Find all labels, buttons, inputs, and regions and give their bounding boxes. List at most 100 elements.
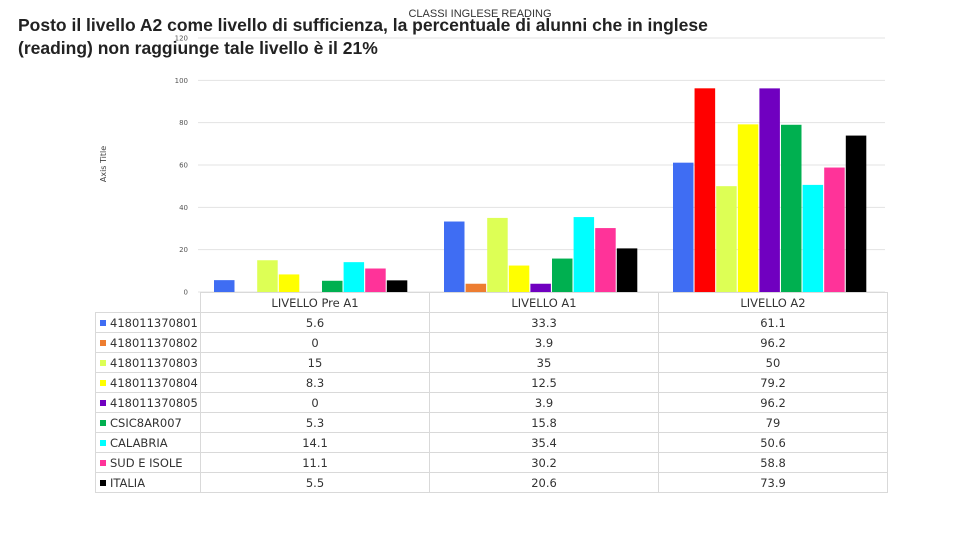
legend-label: 418011370805 — [110, 395, 198, 410]
bar-italia-2 — [845, 135, 867, 292]
bar-418011370801-1 — [444, 221, 465, 292]
table-row: ITALIA 5.5 20.6 73.9 — [95, 472, 888, 493]
bar-418011370803-0 — [257, 260, 278, 292]
legend-key-swatch — [100, 480, 106, 486]
table-row: 418011370804 8.3 12.5 79.2 — [95, 372, 888, 393]
y-tick-label: 120 — [175, 35, 188, 43]
y-tick-label: 100 — [175, 77, 188, 85]
table-row: 418011370802 0 3.9 96.2 — [95, 332, 888, 353]
table-cell: 5.3 — [200, 412, 430, 433]
legend-label: CSIC8AR007 — [110, 415, 182, 430]
bar-418011370803-1 — [487, 217, 508, 292]
legend-key-swatch — [100, 400, 106, 406]
y-axis-title: Axis Title — [99, 146, 108, 182]
bar-418011370803-2 — [716, 186, 737, 292]
legend-label: 418011370804 — [110, 375, 198, 390]
table-cell: 5.5 — [200, 472, 430, 493]
table-cell: 30.2 — [429, 452, 659, 473]
bar-csic8ar007-0 — [322, 280, 343, 292]
bar-418011370801-0 — [214, 280, 235, 292]
bar-overlay-red — [694, 88, 716, 292]
bar-csic8ar007-2 — [781, 124, 802, 293]
table-cell: 12.5 — [429, 372, 659, 393]
table-row: SUD E ISOLE 11.1 30.2 58.8 — [95, 452, 888, 473]
table-cell: 14.1 — [200, 432, 430, 453]
table-row: 418011370805 0 3.9 96.2 — [95, 392, 888, 413]
legend-entry: 418011370803 — [95, 352, 201, 373]
table-cell: 0 — [200, 392, 430, 413]
category-header: LIVELLO A1 — [429, 292, 659, 313]
legend-entry: CALABRIA — [95, 432, 201, 453]
bar-italia-0 — [386, 280, 408, 292]
table-row: 418011370803 15 35 50 — [95, 352, 888, 373]
legend-label: 418011370803 — [110, 355, 198, 370]
table-cell: 8.3 — [200, 372, 430, 393]
category-header: LIVELLO A2 — [658, 292, 888, 313]
table-cell: 20.6 — [429, 472, 659, 493]
table-cell: 11.1 — [200, 452, 430, 473]
bar-sud-e-isole-0 — [365, 268, 386, 292]
bar-418011370801-2 — [673, 162, 694, 292]
legend-key-swatch — [100, 340, 106, 346]
table-cell: 58.8 — [658, 452, 888, 473]
table-cell: 0 — [200, 332, 430, 353]
category-header: LIVELLO Pre A1 — [200, 292, 430, 313]
legend-entry: 418011370805 — [95, 392, 201, 413]
legend-label: 418011370802 — [110, 335, 198, 350]
slide-title: Posto il livello A2 come livello di suff… — [18, 15, 708, 58]
legend-label: ITALIA — [110, 475, 146, 490]
table-cell: 35 — [429, 352, 659, 373]
table-row: 418011370801 5.6 33.3 61.1 — [95, 312, 888, 333]
legend-key-swatch — [100, 460, 106, 466]
data-table: LIVELLO Pre A1 LIVELLO A1 LIVELLO A2 418… — [95, 292, 888, 493]
bar-calabria-2 — [802, 184, 824, 292]
table-row: CSIC8AR007 5.3 15.8 79 — [95, 412, 888, 433]
table-cell: 3.9 — [429, 332, 659, 353]
bar-418011370805-1 — [530, 283, 551, 292]
bar-sud-e-isole-1 — [595, 228, 616, 292]
legend-key-swatch — [100, 420, 106, 426]
bar-calabria-1 — [573, 217, 595, 292]
bar-sud-e-isole-2 — [824, 167, 845, 292]
bars — [214, 88, 867, 293]
table-cell: 50.6 — [658, 432, 888, 453]
legend-entry: 418011370802 — [95, 332, 201, 353]
table-cell: 35.4 — [429, 432, 659, 453]
bar-418011370804-2 — [737, 124, 759, 292]
bar-calabria-0 — [343, 262, 365, 292]
table-row: CALABRIA 14.1 35.4 50.6 — [95, 432, 888, 453]
bar-418011370802-1 — [465, 283, 487, 292]
table-cell: 79 — [658, 412, 888, 433]
bar-italia-1 — [616, 248, 638, 292]
table-cell: 50 — [658, 352, 888, 373]
bar-418011370805-2 — [759, 88, 780, 292]
table-cell: 15.8 — [429, 412, 659, 433]
legend-label: CALABRIA — [110, 435, 168, 450]
legend-entry: 418011370804 — [95, 372, 201, 393]
table-cell: 33.3 — [429, 312, 659, 333]
table-cell: 96.2 — [658, 392, 888, 413]
legend-key-swatch — [100, 440, 106, 446]
bar-418011370804-1 — [508, 265, 530, 292]
legend-key-swatch — [100, 380, 106, 386]
table-corner — [95, 292, 201, 313]
y-tick-label: 60 — [179, 162, 188, 170]
table-cell: 96.2 — [658, 332, 888, 353]
table-cell: 15 — [200, 352, 430, 373]
legend-key-swatch — [100, 320, 106, 326]
table-cell: 79.2 — [658, 372, 888, 393]
y-tick-label: 80 — [179, 119, 188, 127]
bar-418011370804-0 — [278, 274, 300, 292]
y-tick-label: 40 — [179, 204, 188, 212]
legend-entry: 418011370801 — [95, 312, 201, 333]
table-cell: 5.6 — [200, 312, 430, 333]
legend-entry: ITALIA — [95, 472, 201, 493]
legend-label: 418011370801 — [110, 315, 198, 330]
table-header-row: LIVELLO Pre A1 LIVELLO A1 LIVELLO A2 — [95, 292, 888, 313]
chart-title: CLASSI INGLESE READING — [408, 8, 552, 20]
legend-entry: SUD E ISOLE — [95, 452, 201, 473]
legend-entry: CSIC8AR007 — [95, 412, 201, 433]
bar-csic8ar007-1 — [552, 258, 573, 292]
